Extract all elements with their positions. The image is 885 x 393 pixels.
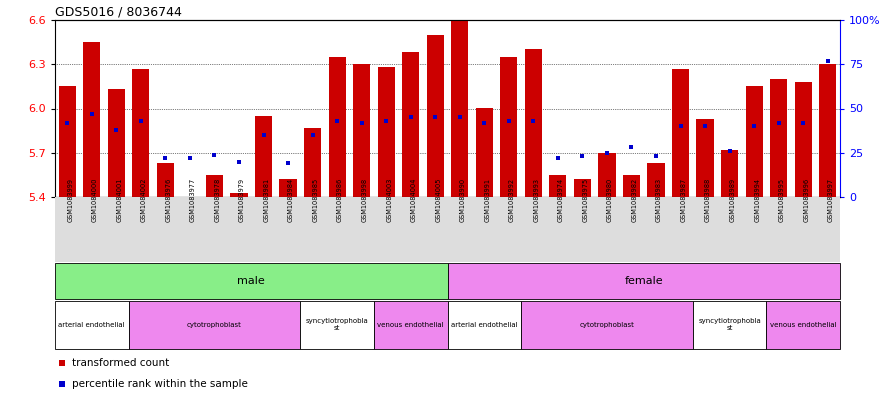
Bar xyxy=(451,8,468,197)
Text: GSM1083979: GSM1083979 xyxy=(239,178,245,222)
Text: GSM1083986: GSM1083986 xyxy=(337,178,343,222)
Text: GSM1083995: GSM1083995 xyxy=(779,178,785,222)
Text: syncytiotrophobla
st: syncytiotrophobla st xyxy=(305,318,368,332)
Bar xyxy=(230,193,248,197)
Bar xyxy=(476,108,493,197)
Text: GSM1083983: GSM1083983 xyxy=(656,178,662,222)
Bar xyxy=(598,153,616,197)
Text: GSM1083994: GSM1083994 xyxy=(754,178,760,222)
Bar xyxy=(693,301,766,349)
Text: GSM1083991: GSM1083991 xyxy=(484,178,490,222)
Text: venous endothelial: venous endothelial xyxy=(770,322,836,328)
Bar xyxy=(300,301,373,349)
Bar xyxy=(108,89,125,197)
Bar xyxy=(672,69,689,197)
Text: GSM1083999: GSM1083999 xyxy=(67,178,73,222)
Bar xyxy=(623,175,640,197)
Bar xyxy=(745,86,763,197)
Bar xyxy=(770,79,788,197)
Text: GSM1083997: GSM1083997 xyxy=(827,178,834,222)
Bar xyxy=(721,150,738,197)
Text: GSM1084000: GSM1084000 xyxy=(92,178,98,222)
Text: GSM1083990: GSM1083990 xyxy=(460,178,466,222)
Text: venous endothelial: venous endothelial xyxy=(377,322,444,328)
Text: GSM1083989: GSM1083989 xyxy=(729,178,735,222)
Text: female: female xyxy=(625,276,663,286)
Bar xyxy=(132,69,150,197)
Bar xyxy=(353,64,370,197)
Bar xyxy=(648,163,665,197)
Bar xyxy=(157,163,174,197)
Bar xyxy=(373,301,448,349)
Bar xyxy=(206,175,223,197)
Text: GSM1083993: GSM1083993 xyxy=(534,178,539,222)
Bar xyxy=(328,57,346,197)
Text: male: male xyxy=(237,276,266,286)
Bar xyxy=(304,128,321,197)
Text: cytotrophoblast: cytotrophoblast xyxy=(580,322,635,328)
Text: syncytiotrophobla
st: syncytiotrophobla st xyxy=(698,318,761,332)
Text: arterial endothelial: arterial endothelial xyxy=(451,322,518,328)
Text: GSM1083974: GSM1083974 xyxy=(558,178,564,222)
Bar xyxy=(521,301,693,349)
Bar xyxy=(766,301,840,349)
Bar xyxy=(696,119,713,197)
Text: GSM1083987: GSM1083987 xyxy=(681,178,687,222)
Text: GSM1083981: GSM1083981 xyxy=(264,178,270,222)
Text: GSM1083976: GSM1083976 xyxy=(165,178,172,222)
Bar xyxy=(280,179,296,197)
Text: GSM1084004: GSM1084004 xyxy=(411,178,417,222)
Text: GSM1083982: GSM1083982 xyxy=(632,178,637,222)
Bar xyxy=(255,116,272,197)
Text: GSM1084003: GSM1084003 xyxy=(386,178,392,222)
Bar xyxy=(500,57,518,197)
Bar xyxy=(55,263,448,299)
Bar xyxy=(427,35,443,197)
Text: GDS5016 / 8036744: GDS5016 / 8036744 xyxy=(55,6,182,19)
Bar xyxy=(795,82,812,197)
Text: GSM1083978: GSM1083978 xyxy=(214,178,220,222)
Text: GSM1084001: GSM1084001 xyxy=(116,178,122,222)
Bar xyxy=(550,175,566,197)
Text: GSM1084005: GSM1084005 xyxy=(435,178,442,222)
Text: GSM1084002: GSM1084002 xyxy=(141,178,147,222)
Text: GSM1083988: GSM1083988 xyxy=(705,178,711,222)
Text: GSM1083992: GSM1083992 xyxy=(509,178,515,222)
Bar xyxy=(83,42,100,197)
Text: GSM1083984: GSM1083984 xyxy=(288,178,294,222)
Bar xyxy=(525,50,542,197)
Text: transformed count: transformed count xyxy=(73,358,169,369)
Text: GSM1083985: GSM1083985 xyxy=(312,178,319,222)
Bar xyxy=(378,67,395,197)
Text: GSM1083977: GSM1083977 xyxy=(190,178,196,222)
Bar xyxy=(448,263,840,299)
Bar xyxy=(573,179,591,197)
Text: arterial endothelial: arterial endothelial xyxy=(58,322,125,328)
Text: cytotrophoblast: cytotrophoblast xyxy=(187,322,242,328)
Text: GSM1083980: GSM1083980 xyxy=(607,178,613,222)
Bar xyxy=(58,86,76,197)
Bar xyxy=(128,301,300,349)
Bar xyxy=(55,301,128,349)
Text: GSM1083996: GSM1083996 xyxy=(804,178,809,222)
Bar xyxy=(402,52,419,197)
Bar xyxy=(448,301,521,349)
Text: percentile rank within the sample: percentile rank within the sample xyxy=(73,379,248,389)
Bar xyxy=(820,64,836,197)
Text: GSM1083998: GSM1083998 xyxy=(362,178,367,222)
Text: GSM1083975: GSM1083975 xyxy=(582,178,589,222)
